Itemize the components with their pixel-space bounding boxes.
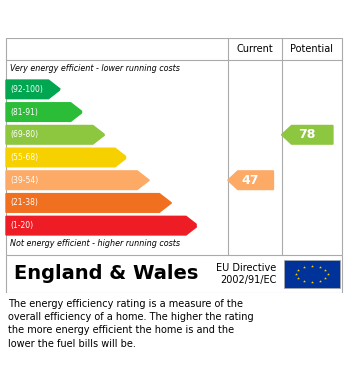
Text: (69-80): (69-80) <box>10 130 38 139</box>
Bar <box>284 260 340 288</box>
Text: (1-20): (1-20) <box>10 221 33 230</box>
FancyArrow shape <box>282 126 333 144</box>
FancyArrow shape <box>6 80 61 99</box>
Text: G: G <box>196 219 207 233</box>
FancyArrow shape <box>6 103 83 121</box>
FancyArrow shape <box>6 194 172 212</box>
Text: B: B <box>81 105 92 119</box>
Text: (21-38): (21-38) <box>10 198 38 208</box>
Text: A: A <box>59 83 70 96</box>
Text: E: E <box>149 173 158 187</box>
Text: D: D <box>125 151 136 165</box>
Text: (39-54): (39-54) <box>10 176 38 185</box>
FancyArrow shape <box>228 171 274 190</box>
Text: The energy efficiency rating is a measure of the
overall efficiency of a home. T: The energy efficiency rating is a measur… <box>8 299 254 349</box>
FancyArrow shape <box>6 171 149 190</box>
FancyArrow shape <box>6 216 198 235</box>
Text: England & Wales: England & Wales <box>14 264 198 283</box>
Text: Potential: Potential <box>290 44 333 54</box>
Text: (55-68): (55-68) <box>10 153 38 162</box>
Text: (92-100): (92-100) <box>10 85 43 94</box>
Text: EU Directive
2002/91/EC: EU Directive 2002/91/EC <box>216 263 277 285</box>
Text: Very energy efficient - lower running costs: Very energy efficient - lower running co… <box>10 64 180 73</box>
FancyArrow shape <box>6 126 105 144</box>
Text: C: C <box>104 128 114 142</box>
Text: Energy Efficiency Rating: Energy Efficiency Rating <box>6 10 236 28</box>
Text: Current: Current <box>236 44 273 54</box>
Text: 78: 78 <box>299 128 316 141</box>
Text: F: F <box>171 196 180 210</box>
Text: 47: 47 <box>242 174 259 187</box>
FancyArrow shape <box>6 148 127 167</box>
Text: (81-91): (81-91) <box>10 108 38 117</box>
Text: Not energy efficient - higher running costs: Not energy efficient - higher running co… <box>10 239 180 248</box>
